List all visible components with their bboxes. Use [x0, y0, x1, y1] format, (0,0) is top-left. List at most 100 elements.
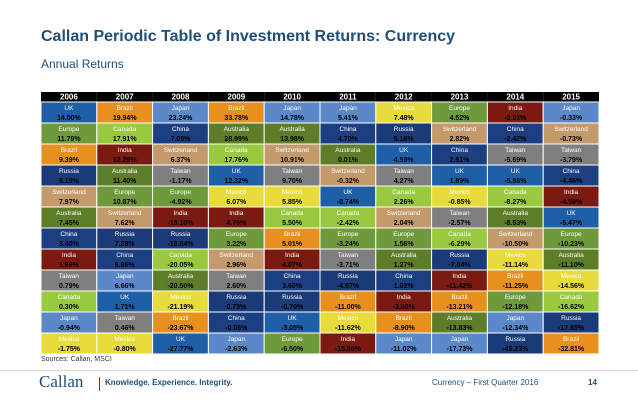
- cell-country: UK: [567, 210, 577, 217]
- cell-return: -45.23%: [502, 346, 529, 353]
- cell-country: Russia: [115, 231, 135, 238]
- cell-return: 1.71%: [115, 304, 136, 311]
- cell-country: Australia: [112, 168, 138, 175]
- cell-return: -27.77%: [167, 346, 194, 353]
- cell-return: 2.04%: [394, 220, 415, 227]
- periodic-table: 2006 UK 14.00% Europe 11.79% Brazil 9.39% Russi…: [41, 92, 599, 354]
- cell-return: 11.79%: [57, 136, 81, 143]
- cell-country: Japan: [339, 105, 357, 112]
- cell-country: Brazil: [507, 273, 524, 280]
- cell-country: Taiwan: [449, 210, 470, 217]
- cell-country: Russia: [450, 252, 470, 259]
- cell-country: UK: [176, 336, 186, 343]
- cell-country: India: [285, 252, 299, 259]
- cell-country: UK: [64, 105, 74, 112]
- cell-return: -2.42%: [504, 136, 527, 143]
- cell-return: -2.42%: [337, 220, 360, 227]
- cell-return: -6.50%: [281, 346, 304, 353]
- cell-country: Switzerland: [52, 189, 86, 196]
- cell-return: 1.69%: [59, 262, 80, 269]
- cell-country: China: [60, 231, 77, 238]
- cell-return: -2.63%: [225, 346, 248, 353]
- cell-return: -0.06%: [225, 325, 248, 332]
- cell-return: 10.87%: [113, 199, 138, 206]
- cell-return: -17.73%: [446, 346, 473, 353]
- cell-return: -21.19%: [167, 304, 194, 311]
- cell-return: -4.97%: [337, 283, 360, 290]
- cell-return: -0.74%: [337, 199, 360, 206]
- cell-country: Switzerland: [387, 210, 421, 217]
- cell-country: India: [118, 147, 132, 154]
- cell-return: 33.78%: [224, 115, 249, 122]
- cell-country: UK: [343, 189, 353, 196]
- cell-return: -8.27%: [504, 199, 527, 206]
- cell-country: China: [339, 126, 356, 133]
- year-header: 2011: [339, 93, 357, 102]
- cell-return: -20.50%: [167, 283, 194, 290]
- cell-country: India: [341, 336, 355, 343]
- cell-country: Mexico: [449, 189, 470, 196]
- cell-country: China: [507, 126, 524, 133]
- year-header: 2006: [60, 93, 78, 102]
- cell-return: 7.62%: [115, 220, 136, 227]
- cell-return: 19.94%: [113, 115, 138, 122]
- cell-country: Taiwan: [505, 147, 526, 154]
- year-header-bg: [96, 92, 153, 102]
- cell-country: Australia: [447, 315, 473, 322]
- cell-country: Europe: [58, 126, 79, 133]
- cell-return: 1.02%: [394, 283, 415, 290]
- cell-country: Brazil: [563, 336, 580, 343]
- cell-return: -10.50%: [502, 241, 529, 248]
- cell-country: UK: [120, 294, 130, 301]
- cell-country: Canada: [113, 126, 136, 133]
- cell-country: Australia: [558, 252, 584, 259]
- cell-return: 0.01%: [338, 157, 359, 164]
- cell-country: Mexico: [561, 273, 582, 280]
- year-header-bg: [431, 92, 488, 102]
- cell-return: 13.98%: [280, 136, 305, 143]
- cell-return: -0.32%: [337, 178, 360, 185]
- cell-return: -11.42%: [447, 283, 473, 290]
- cell-country: India: [229, 210, 243, 217]
- cell-return: 2.60%: [226, 283, 247, 290]
- cell-country: Russia: [394, 126, 414, 133]
- year-header-bg: [375, 92, 432, 102]
- cell-country: Europe: [114, 189, 135, 196]
- source-note: Sources: Callan, MSCI: [41, 356, 112, 363]
- cell-country: Mexico: [282, 189, 303, 196]
- cell-country: Europe: [393, 231, 414, 238]
- cell-country: China: [284, 273, 301, 280]
- cell-return: 7.48%: [394, 115, 415, 122]
- cell-return: 23.24%: [169, 115, 194, 122]
- cell-country: UK: [455, 168, 465, 175]
- callan-logo: Callan: [39, 372, 84, 391]
- cell-return: -17.85%: [558, 325, 585, 332]
- cell-country: Mexico: [338, 315, 359, 322]
- cell-return: 7.97%: [59, 199, 80, 206]
- cell-return: 9.39%: [59, 157, 80, 164]
- cell-return: 3.40%: [59, 241, 80, 248]
- cell-return: 2.82%: [450, 136, 471, 143]
- cell-return: -11.62%: [335, 325, 361, 332]
- cell-country: China: [451, 147, 468, 154]
- cell-return: -11.00%: [335, 304, 361, 311]
- cell-country: Brazil: [172, 315, 189, 322]
- cell-return: 5.01%: [282, 241, 303, 248]
- cell-return: -16.62%: [558, 304, 585, 311]
- year-header-bg: [208, 92, 265, 102]
- cell-return: 12.29%: [113, 157, 138, 164]
- cell-return: -20.05%: [167, 262, 194, 269]
- cell-country: Taiwan: [282, 168, 303, 175]
- cell-country: Australia: [168, 273, 194, 280]
- cell-country: Europe: [337, 231, 358, 238]
- cell-country: Mexico: [226, 189, 247, 196]
- year-header: 2008: [172, 93, 190, 102]
- cell-country: China: [395, 273, 412, 280]
- cell-country: Mexico: [59, 336, 80, 343]
- cell-return: -4.59%: [560, 199, 583, 206]
- cell-return: -5.47%: [560, 220, 583, 227]
- cell-country: Canada: [337, 210, 360, 217]
- cell-return: 28.99%: [224, 136, 249, 143]
- cell-country: Brazil: [228, 105, 245, 112]
- cell-country: Australia: [391, 252, 417, 259]
